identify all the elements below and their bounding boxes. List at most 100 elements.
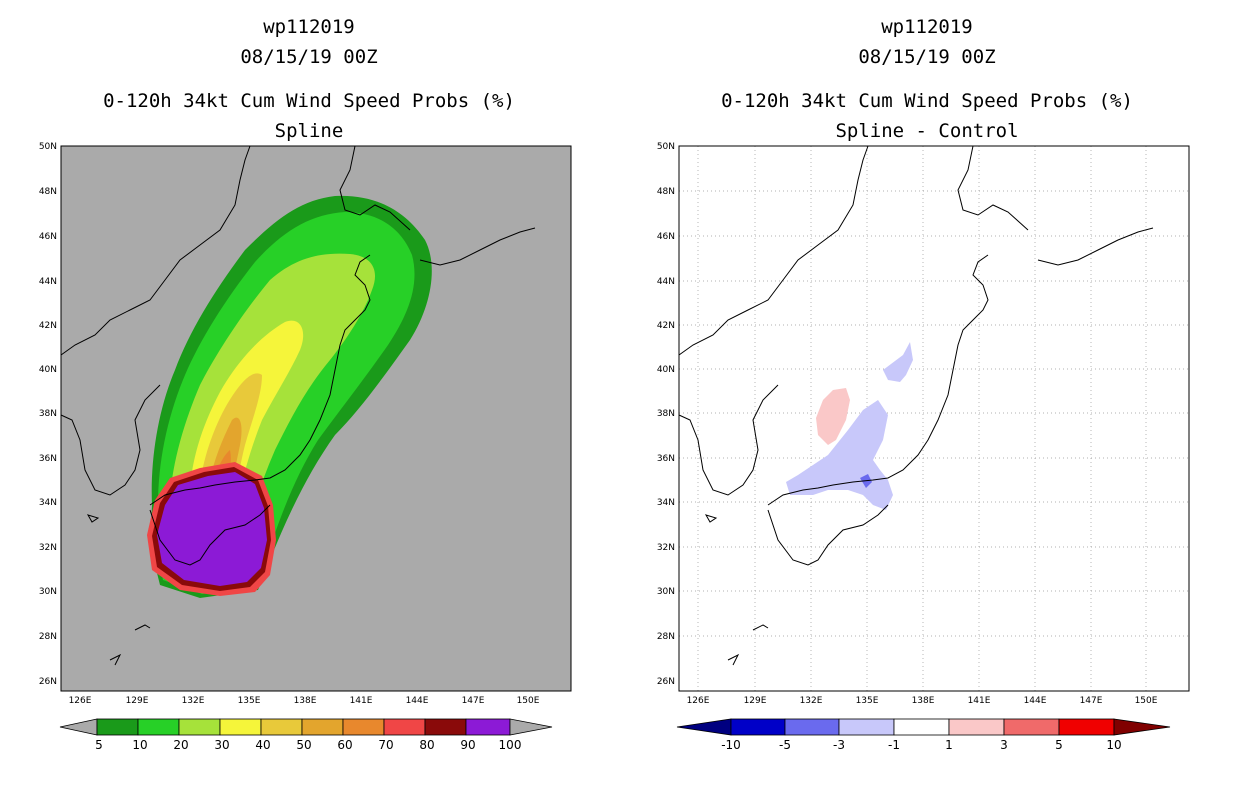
colorbar-swatch	[342, 718, 385, 736]
lat-label: 44N	[39, 277, 57, 287]
colorbar-swatch	[1003, 718, 1060, 736]
lon-label: 126E	[69, 696, 92, 706]
lon-label: 138E	[294, 696, 317, 706]
left-lon-labels: 126E 129E 132E 135E 138E 141E 144E 147E …	[69, 696, 540, 706]
left-plot-frame	[60, 145, 572, 692]
colorbar-swatch	[219, 718, 262, 736]
lon-label: 135E	[238, 696, 261, 706]
lat-label: 42N	[657, 321, 675, 331]
colorbar-swatch	[383, 718, 426, 736]
right-map: 50N 48N 46N 44N 42N 40N 38N 36N 34N 32N …	[657, 142, 1190, 752]
right-colorbar: -10 -5 -3 -1 1 3 5 10	[676, 718, 1171, 752]
colorbar-swatch	[784, 718, 840, 736]
left-coastlines	[60, 145, 536, 666]
colorbar-label: 30	[214, 738, 229, 752]
diff-positive-1-3	[816, 388, 850, 445]
colorbar-label: -5	[779, 738, 791, 752]
lat-label: 30N	[657, 587, 675, 597]
lon-label: 135E	[856, 696, 879, 706]
lon-label: 129E	[744, 696, 767, 706]
lon-label: 141E	[968, 696, 991, 706]
colorbar-label: 70	[378, 738, 393, 752]
lat-label: 38N	[39, 409, 57, 419]
lat-label: 40N	[39, 365, 57, 375]
colorbar-swatch	[465, 718, 511, 736]
lat-label: 46N	[657, 232, 675, 242]
left-map: 50N 48N 46N 44N 42N 40N 38N 36N 34N 32N …	[39, 142, 572, 752]
colorbar-swatch	[948, 718, 1005, 736]
colorbar-swatch	[260, 718, 303, 736]
lat-label: 50N	[657, 142, 675, 152]
lon-label: 144E	[1024, 696, 1047, 706]
right-title-method: Spline - Control	[835, 120, 1019, 142]
colorbar-label: -3	[833, 738, 845, 752]
lat-label: 46N	[39, 232, 57, 242]
lat-label: 40N	[657, 365, 675, 375]
right-title-storm-id: wp112019	[881, 16, 973, 38]
colorbar-label: 90	[460, 738, 475, 752]
colorbar-swatch	[178, 718, 221, 736]
colorbar-label: 10	[132, 738, 147, 752]
colorbar-right-arrow	[509, 718, 553, 736]
left-title-product: 0-120h 34kt Cum Wind Speed Probs (%)	[103, 90, 515, 112]
diff-negative-1-3-north	[883, 342, 913, 382]
lat-label: 48N	[657, 187, 675, 197]
colorbar-label: 5	[1055, 738, 1063, 752]
lat-label: 48N	[39, 187, 57, 197]
lat-label: 32N	[657, 543, 675, 553]
left-colorbar: 5 10 20 30 40 50 60 70 80 90 100	[59, 718, 553, 752]
colorbar-left-arrow	[59, 718, 98, 736]
right-title-datetime: 08/15/19 00Z	[858, 46, 996, 68]
right-lat-labels: 50N 48N 46N 44N 42N 40N 38N 36N 34N 32N …	[657, 142, 675, 687]
colorbar-label: 1	[945, 738, 953, 752]
lon-label: 138E	[912, 696, 935, 706]
colorbar-swatch	[1058, 718, 1115, 736]
lat-label: 26N	[657, 677, 675, 687]
colorbar-label: 50	[296, 738, 311, 752]
colorbar-label: 5	[95, 738, 103, 752]
lat-label: 34N	[657, 498, 675, 508]
right-title-product: 0-120h 34kt Cum Wind Speed Probs (%)	[721, 90, 1133, 112]
lon-label: 144E	[406, 696, 429, 706]
lon-label: 147E	[462, 696, 485, 706]
lon-label: 150E	[517, 696, 540, 706]
left-title-method: Spline	[274, 120, 344, 142]
colorbar-label: 80	[419, 738, 434, 752]
colorbar-right-arrow	[1113, 718, 1171, 736]
colorbar-label: 20	[173, 738, 188, 752]
prob-100-contour	[157, 472, 267, 586]
colorbar-swatch	[137, 718, 180, 736]
colorbar-swatch	[730, 718, 786, 736]
right-plot-frame	[678, 145, 1190, 692]
left-panel: wp112019 08/15/19 00Z 0-120h 34kt Cum Wi…	[39, 16, 572, 752]
right-difference-shading	[786, 342, 913, 510]
right-lon-labels: 126E 129E 132E 135E 138E 141E 144E 147E …	[687, 696, 1158, 706]
right-map-background	[679, 146, 1189, 691]
colorbar-swatch	[96, 718, 139, 736]
colorbar-label: 3	[1000, 738, 1008, 752]
colorbar-label: 40	[255, 738, 270, 752]
lon-label: 132E	[800, 696, 823, 706]
left-title-datetime: 08/15/19 00Z	[240, 46, 378, 68]
right-coastlines	[678, 145, 1154, 666]
colorbar-swatch	[838, 718, 895, 736]
lat-label: 38N	[657, 409, 675, 419]
lat-label: 36N	[657, 454, 675, 464]
colorbar-swatch	[893, 718, 950, 736]
lon-label: 141E	[350, 696, 373, 706]
lat-label: 26N	[39, 677, 57, 687]
lon-label: 150E	[1135, 696, 1158, 706]
left-title-storm-id: wp112019	[263, 16, 355, 38]
colorbar-label: -10	[721, 738, 741, 752]
lat-label: 34N	[39, 498, 57, 508]
colorbar-left-arrow	[676, 718, 732, 736]
lon-label: 132E	[182, 696, 205, 706]
lat-label: 50N	[39, 142, 57, 152]
right-panel: wp112019 08/15/19 00Z 0-120h 34kt Cum Wi…	[618, 0, 1236, 800]
lat-label: 44N	[657, 277, 675, 287]
lat-label: 28N	[657, 632, 675, 642]
colorbar-swatch	[424, 718, 467, 736]
colorbar-label: 60	[337, 738, 352, 752]
colorbar-swatch	[301, 718, 344, 736]
colorbar-label: -1	[888, 738, 900, 752]
